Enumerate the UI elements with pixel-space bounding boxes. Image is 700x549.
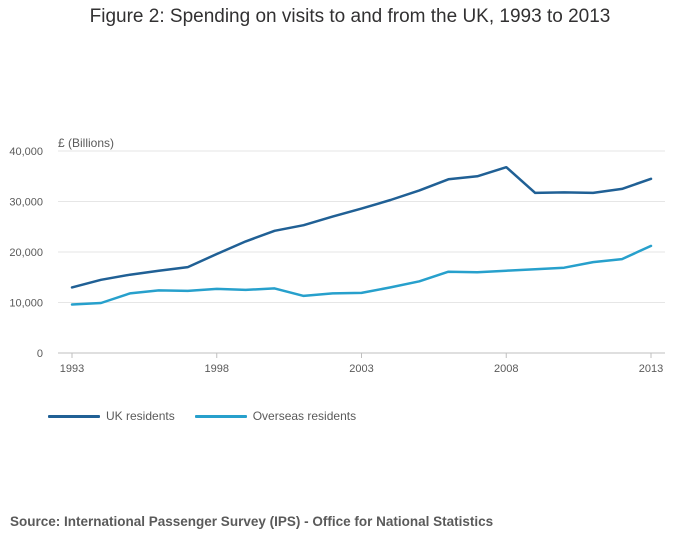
x-tick-label: 1993	[60, 363, 84, 375]
x-axis-ticks: 1993 1998 2003 2008 2013	[60, 353, 663, 375]
source-note: Source: International Passenger Survey (…	[10, 514, 494, 529]
legend-label-overseas: Overseas residents	[252, 409, 357, 423]
series-line-overseas-residents	[70, 244, 653, 306]
gridlines	[58, 150, 665, 354]
y-tick-label: 40,000	[9, 146, 43, 158]
legend-swatch-uk	[48, 414, 100, 418]
x-tick-label: 2013	[639, 363, 663, 375]
chart-title: Figure 2: Spending on visits to and from…	[89, 6, 611, 27]
x-tick-label: 2008	[494, 363, 518, 375]
legend-item-uk[interactable]: UK residents	[48, 409, 175, 423]
y-tick-label: 30,000	[9, 197, 43, 209]
legend-label-uk: UK residents	[106, 409, 175, 423]
y-axis-ticks: 0 10,000 20,000 30,000 40,000	[9, 146, 43, 360]
series-lines	[70, 165, 653, 306]
x-tick-label: 1998	[205, 363, 229, 375]
y-axis-label: £ (Billions)	[58, 136, 114, 150]
y-tick-label: 0	[37, 348, 43, 360]
legend-swatch-overseas	[194, 414, 247, 418]
y-tick-label: 10,000	[9, 298, 43, 310]
legend: UK residents Overseas residents	[48, 409, 376, 423]
x-tick-label: 2003	[349, 363, 373, 375]
series-line-uk-residents	[70, 165, 653, 289]
legend-item-overseas[interactable]: Overseas residents	[194, 409, 357, 423]
y-tick-label: 20,000	[9, 247, 43, 259]
